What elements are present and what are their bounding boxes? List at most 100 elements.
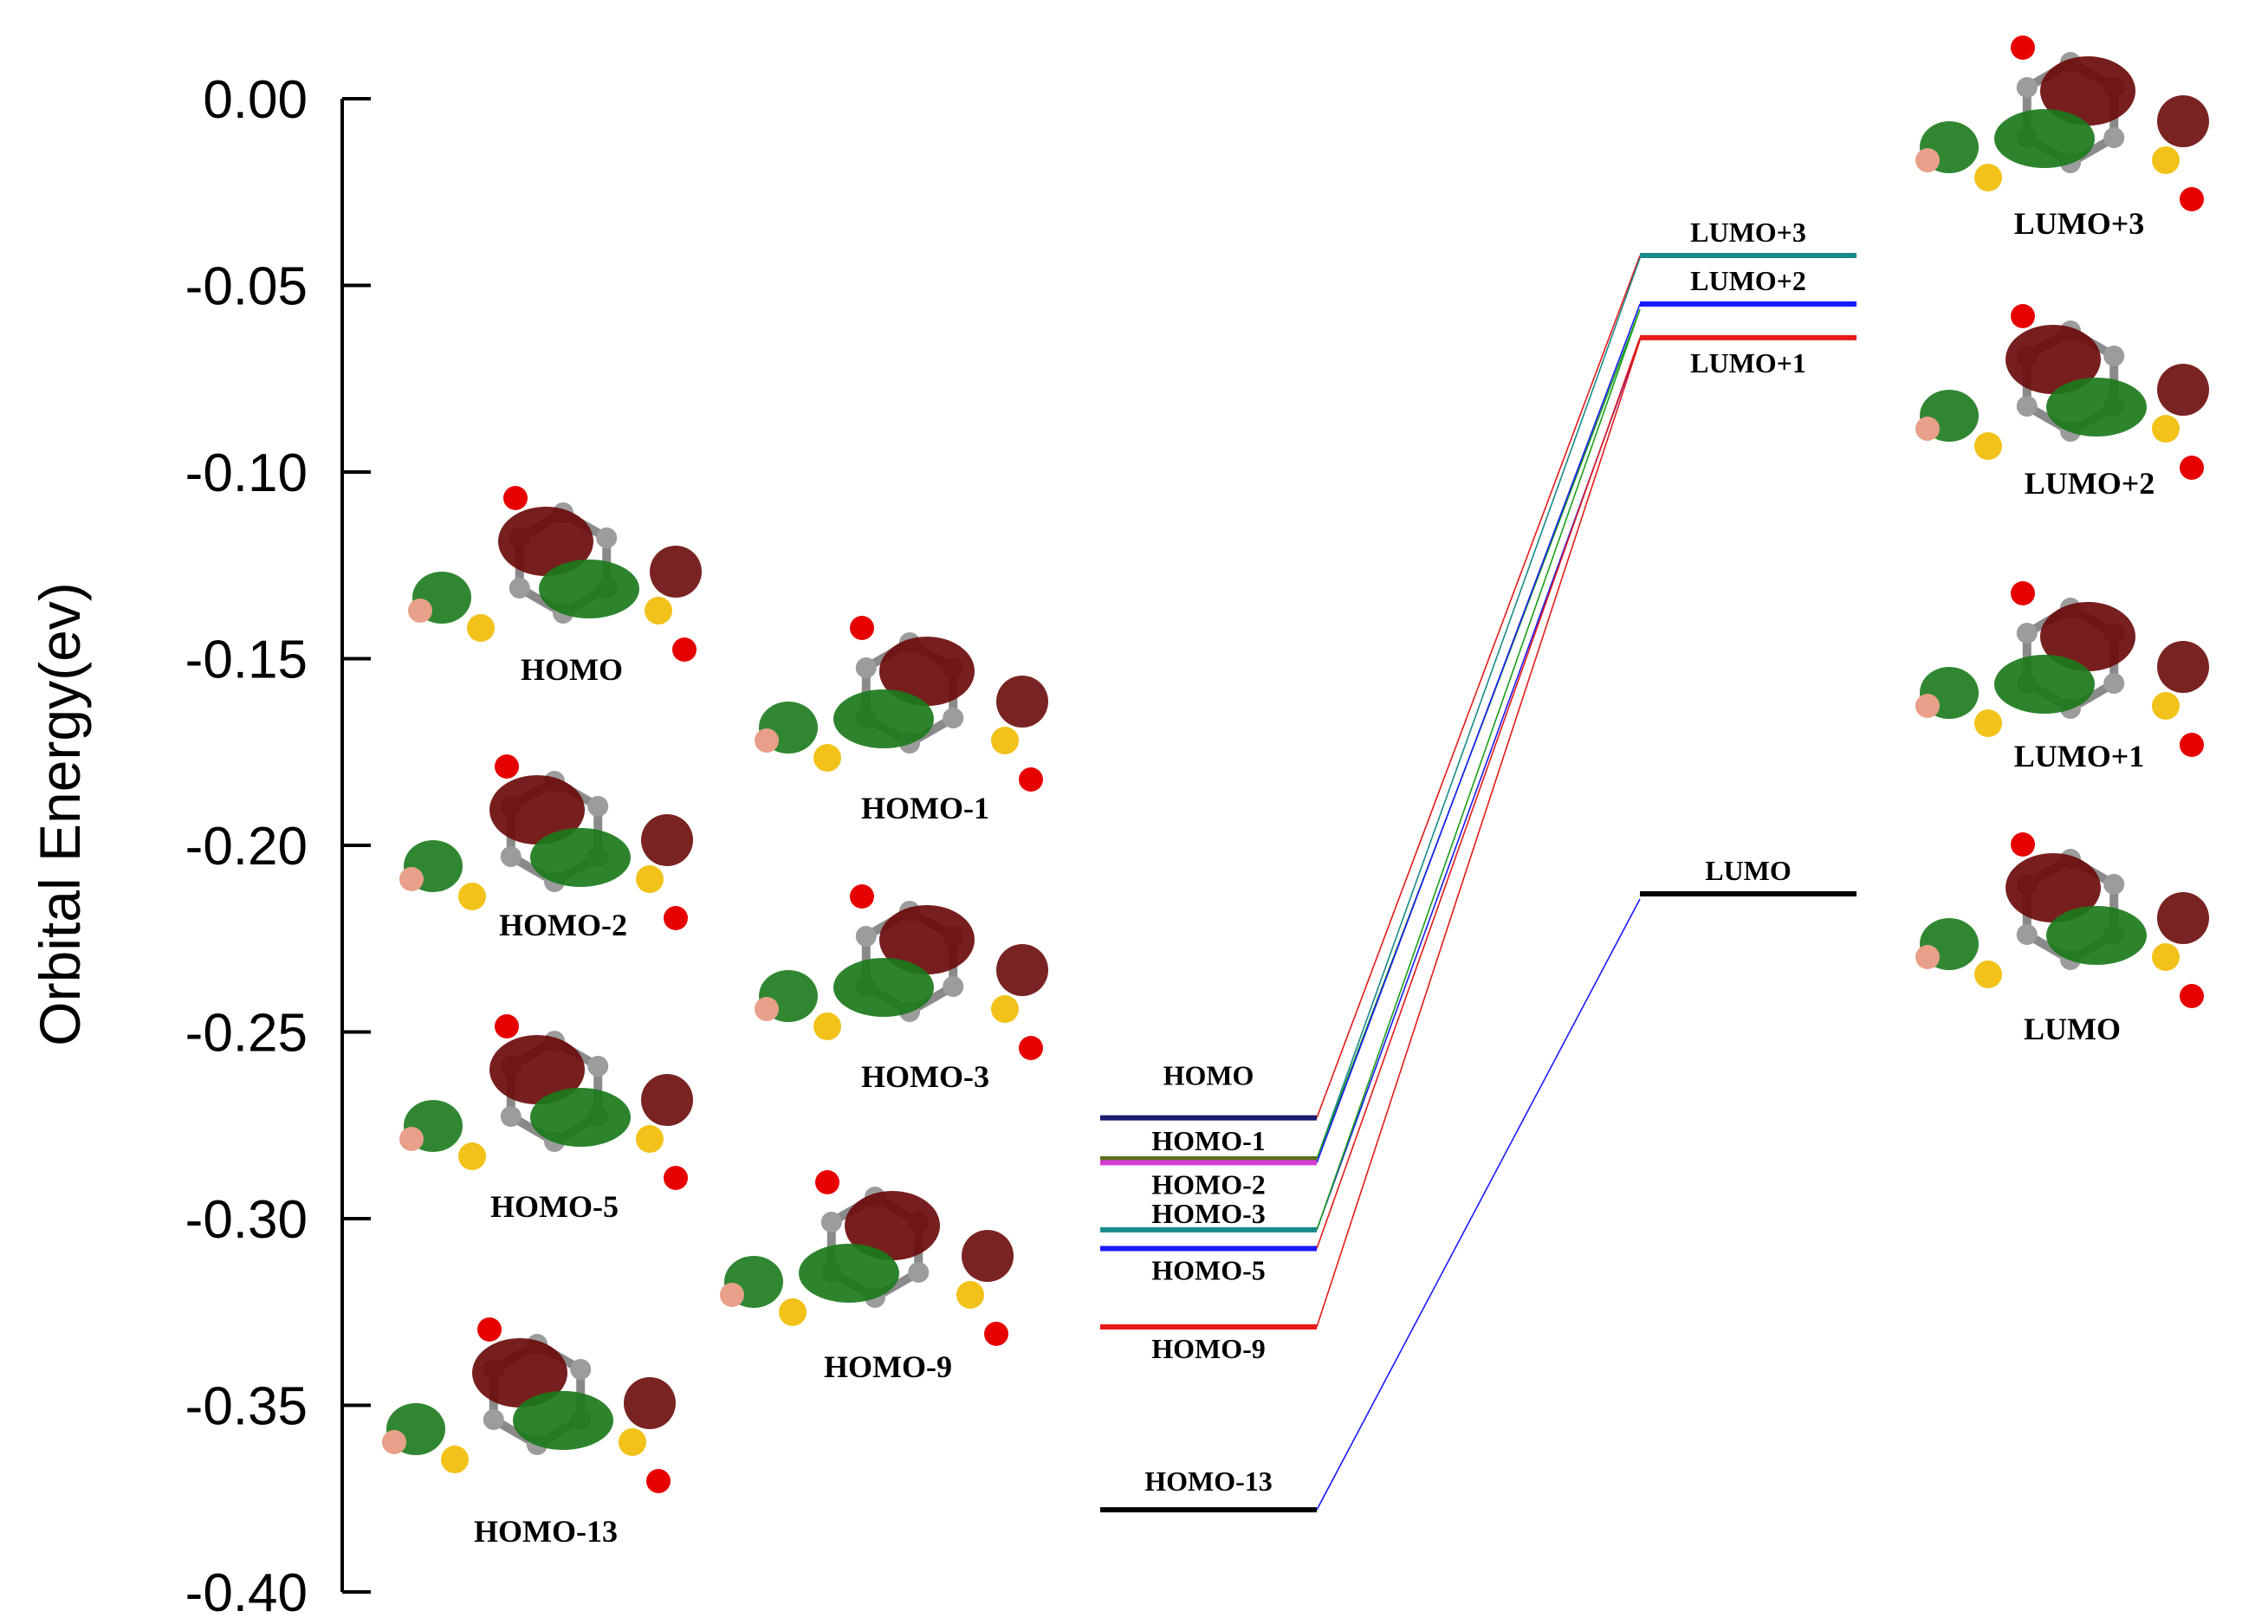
carbon-atom [483, 1409, 504, 1430]
orbital-lobe-negative [833, 689, 934, 748]
oxygen-atom [2011, 304, 2035, 328]
orbital-picture-label: HOMO-9 [824, 1349, 952, 1384]
level-label: HOMO-5 [1151, 1254, 1266, 1285]
carbon-atom [587, 1056, 609, 1077]
orbital-picture-homo-1: HOMO-1 [755, 616, 1048, 825]
sulfur-atom [458, 1142, 486, 1170]
halogen-atom [1915, 417, 1940, 441]
sulfur-atom [636, 865, 664, 893]
sulfur-atom [1974, 432, 2002, 460]
orbital-picture-label: LUMO [2024, 1012, 2121, 1046]
carbon-atom [2103, 874, 2125, 895]
sulfur-atom [1974, 961, 2002, 988]
orbital-lobe-negative [2046, 906, 2147, 965]
halogen-atom [1915, 694, 1940, 718]
carbon-atom [2016, 77, 2038, 98]
halogen-atom [755, 728, 779, 753]
oxygen-atom [2011, 581, 2035, 605]
carbon-atom [855, 657, 877, 678]
sulfur-atom [467, 614, 495, 642]
sulfur-atom [1974, 709, 2002, 737]
y-tick-label: -0.25 [185, 1004, 308, 1064]
transition-line [1316, 898, 1641, 1511]
orbital-lobe-positive [498, 507, 593, 576]
orbital-lobe-positive [472, 1338, 567, 1407]
oxygen-atom [2011, 832, 2035, 857]
halogen-atom [755, 997, 779, 1021]
halogen-atom [1915, 148, 1940, 172]
sulfur-atom [441, 1446, 469, 1473]
level-label: LUMO+3 [1690, 217, 1806, 248]
halogen-atom [399, 867, 424, 891]
y-tick-label: 0.00 [203, 70, 308, 130]
orbital-picture-lumo: LUMO [1915, 832, 2209, 1046]
sulfur-atom [956, 1281, 984, 1309]
oxygen-atom [495, 1014, 519, 1038]
orbital-lobe-positive [624, 1377, 676, 1429]
transition-line [1316, 337, 1641, 1249]
orbital-picture-label: HOMO-2 [499, 908, 627, 942]
carbon-atom [2103, 127, 2125, 148]
oxygen-atom [2180, 733, 2204, 757]
orbital-picture-homo-13: HOMO-13 [382, 1317, 676, 1549]
orbital-picture-label: HOMO [521, 652, 623, 687]
carbon-atom [570, 1359, 592, 1380]
carbon-atom [943, 976, 964, 997]
orbital-picture-lumo+3: LUMO+3 [1915, 36, 2209, 241]
oxygen-atom [2180, 984, 2204, 1008]
carbon-atom [2016, 623, 2038, 644]
carbon-atom [500, 846, 522, 867]
transition-line [1316, 257, 1641, 1160]
orbital-lobe-negative [1994, 655, 2095, 714]
orbital-picture-homo-5: HOMO-5 [399, 1014, 693, 1224]
energy-levels [1100, 253, 1857, 1513]
level-label: HOMO [1163, 1060, 1254, 1091]
carbon-atom [2016, 396, 2038, 417]
y-tick-label: -0.20 [185, 817, 308, 877]
oxygen-atom [495, 754, 519, 779]
transition-line [1316, 308, 1641, 1231]
y-tick-label: -0.40 [185, 1563, 308, 1623]
carbon-atom [500, 1106, 522, 1127]
sulfur-atom [636, 1125, 664, 1153]
orbital-picture-homo-3: HOMO-3 [755, 884, 1048, 1094]
level-label: HOMO-13 [1144, 1465, 1273, 1497]
sulfur-atom [2152, 415, 2180, 443]
y-axis-title: Orbital Energy(ev) [28, 582, 92, 1046]
orbital-picture-label: LUMO+2 [2025, 466, 2155, 501]
orbital-lobe-negative [2046, 378, 2147, 437]
orbital-picture-homo-9: HOMO-9 [720, 1170, 1014, 1384]
level-label: LUMO [1705, 855, 1792, 886]
transition-line [1316, 303, 1641, 1163]
orbital-lobe-negative [833, 958, 934, 1017]
orbital-lobe-positive [489, 775, 585, 844]
sulfur-atom [2152, 943, 2180, 971]
orbital-lobe-positive [2006, 325, 2101, 394]
orbital-lobe-positive [845, 1191, 940, 1260]
level-label: LUMO+1 [1690, 347, 1806, 379]
sulfur-atom [813, 744, 841, 772]
y-tick-label: -0.30 [185, 1190, 308, 1250]
level-label: LUMO+2 [1690, 265, 1806, 296]
carbon-atom [2103, 346, 2125, 366]
transitions [1316, 255, 1641, 1511]
orbital-picture-lumo+1: LUMO+1 [1915, 581, 2209, 773]
orbital-lobe-positive [2157, 95, 2209, 147]
orbital-lobe-positive [2040, 56, 2135, 126]
carbon-atom [2103, 673, 2125, 694]
y-tick-label: -0.35 [185, 1377, 308, 1437]
orbital-lobe-negative [530, 828, 631, 887]
oxygen-atom [1019, 1036, 1043, 1060]
orbital-lobe-positive [489, 1035, 585, 1104]
orbital-lobe-positive [2006, 853, 2101, 922]
oxygen-atom [503, 486, 528, 510]
orbital-lobe-positive [996, 676, 1048, 728]
orbital-picture-label: HOMO-1 [861, 791, 989, 825]
y-ticks: 0.00 -0.05 -0.10 -0.15 -0.20 -0.25 -0.30 -0.35 -… [185, 70, 371, 1623]
sulfur-atom [2152, 146, 2180, 174]
orbital-picture-homo: HOMO [408, 486, 702, 687]
sulfur-atom [619, 1428, 646, 1456]
sulfur-atom [991, 995, 1019, 1023]
